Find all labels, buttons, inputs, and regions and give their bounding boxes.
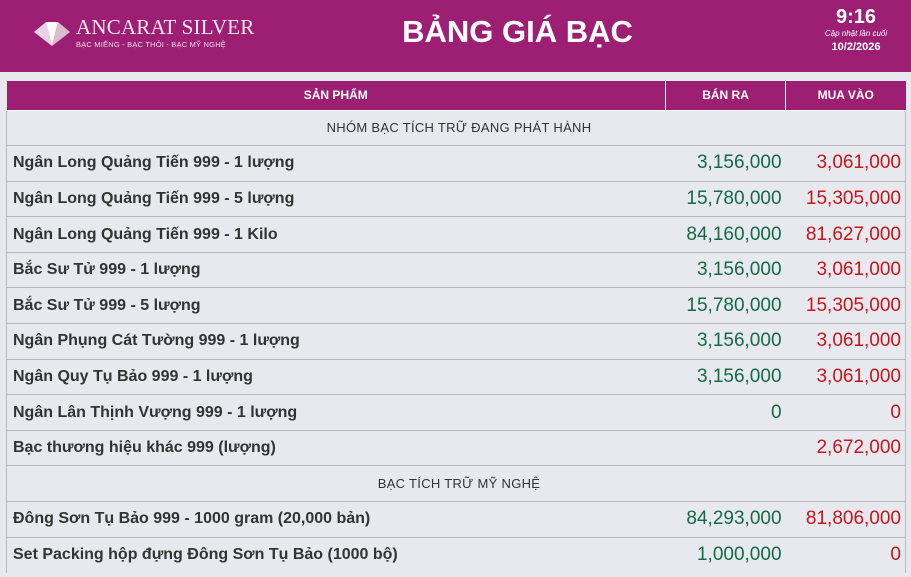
table-row: Đông Sơn Tụ Bảo 999 - 1000 gram (20,000 … [5,501,906,538]
product-name: Ngân Long Quảng Tiến 999 - 1 Kilo [5,216,666,253]
section-title: NHÓM BẠC TÍCH TRỮ ĐANG PHÁT HÀNH [6,109,906,146]
buy-price: 81,627,000 [785,216,906,253]
product-name: Bạc thương hiệu khác 999 (lượng) [5,429,666,466]
table-row: Ngân Phụng Cát Tường 999 - 1 lượng 3,156,… [5,323,906,360]
logo[interactable]: ANCARAT SILVER BẠC MIẾNG - BẠC THỎI - BẠ… [34,16,254,49]
sell-price: 84,160,000 [665,216,786,253]
table-row: Bắc Sư Tử 999 - 1 lượng 3,156,000 3,061,00… [5,251,906,288]
table-row: Bắc Sư Tử 999 - 5 lượng 15,780,000 15,305,… [5,287,906,324]
page-title: BẢNG GIÁ BẠC [402,14,633,49]
update-label: Cập nhật lần cuối [824,29,888,38]
buy-price: 2,672,000 [785,429,906,466]
product-name: Set Packing hộp đựng Đông Sơn Tụ Bảo (10… [5,536,666,573]
product-name: Ngân Long Quảng Tiến 999 - 1 lượng [5,145,666,182]
sell-price: 15,780,000 [665,287,786,324]
sell-price: 3,156,000 [665,323,786,360]
buy-price: 0 [785,394,906,431]
diamond-logo-icon [34,22,70,46]
update-time: 9:16 [835,6,877,28]
table-row: Set Packing hộp đựng Đông Sơn Tụ Bảo (10… [5,536,906,573]
table-row: Ngân Long Quảng Tiến 999 - 1 lượng 3,156,… [5,145,906,182]
brand-tagline: BẠC MIẾNG - BẠC THỎI - BẠC MỸ NGHỆ [76,40,227,49]
buy-price: 3,061,000 [785,251,906,288]
sell-price: 0 [665,394,786,431]
table-row: Ngân Long Quảng Tiến 999 - 5 lượng 15,780… [5,180,906,217]
product-name: Ngân Lân Thịnh Vượng 999 - 1 lượng [5,394,666,431]
update-date: 10/2/2026 [831,41,881,53]
sell-price: 1,000,000 [665,536,786,573]
product-name: Ngân Quy Tụ Bảo 999 - 1 lượng [5,358,666,395]
sell-price [665,429,786,466]
column-header-product: SẢN PHẨM [6,81,667,111]
table-row: Ngân Quy Tụ Bảo 999 - 1 lượng 3,156,000 3,… [5,358,906,395]
buy-price: 15,305,000 [785,287,906,324]
sell-price: 3,156,000 [665,251,786,288]
sell-price: 84,293,000 [665,501,786,538]
sell-price: 3,156,000 [665,145,786,182]
buy-price: 15,305,000 [785,180,906,217]
update-info: 9:16 Cập nhật lần cuối 10/2/2026 [811,6,901,54]
table-row: Bạc thương hiệu khác 999 (lượng) 2,672,00… [5,429,906,466]
header-bar: ANCARAT SILVER BẠC MIẾNG - BẠC THỎI - BẠ… [0,0,911,72]
section-row: NHÓM BẠC TÍCH TRỮ ĐANG PHÁT HÀNH [6,109,906,146]
sell-price: 15,780,000 [665,180,786,217]
buy-price: 3,061,000 [785,323,906,360]
brand-name: ANCARAT SILVER [76,15,255,39]
price-table: SẢN PHẨM BÁN RA MUA VÀO NHÓM BẠC TÍCH TR… [5,81,906,573]
product-name: Đông Sơn Tụ Bảo 999 - 1000 gram (20,000 … [5,501,666,538]
table-row: Ngân Lân Thịnh Vượng 999 - 1 lượng 0 0 [5,394,906,431]
table-row: Ngân Long Quảng Tiến 999 - 1 Kilo 84,160,… [5,216,906,253]
section-row: BẠC TÍCH TRỮ MỸ NGHỆ [6,465,906,502]
product-name: Ngân Long Quảng Tiến 999 - 5 lượng [5,180,666,217]
buy-price: 0 [785,536,906,573]
buy-price: 3,061,000 [785,145,906,182]
product-name: Bắc Sư Tử 999 - 1 lượng [5,251,666,288]
column-header-sell: BÁN RA [665,81,787,111]
buy-price: 3,061,000 [785,358,906,395]
buy-price: 81,806,000 [785,501,906,538]
product-name: Ngân Phụng Cát Tường 999 - 1 lượng [5,323,666,360]
product-name: Bắc Sư Tử 999 - 5 lượng [5,287,666,324]
section-title: BẠC TÍCH TRỮ MỸ NGHỆ [6,465,906,502]
sell-price: 3,156,000 [665,358,786,395]
column-header-buy: MUA VÀO [785,81,906,111]
